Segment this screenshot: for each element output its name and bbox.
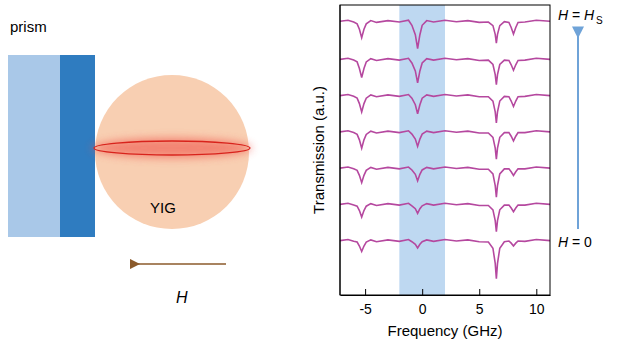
x-axis-line xyxy=(341,295,551,296)
optical-mode-glow xyxy=(92,138,252,158)
x-tick: -5 xyxy=(359,289,372,317)
x-tick-label: 5 xyxy=(476,301,484,317)
transmission-trace xyxy=(340,167,550,197)
x-tick-label: 10 xyxy=(529,301,545,317)
transmission-trace xyxy=(340,240,550,279)
field-annotation: H = 0 xyxy=(558,234,592,250)
shaded-band xyxy=(399,5,445,295)
x-axis: -5 0 5 10 xyxy=(341,289,551,317)
x-axis-title: Frequency (GHz) xyxy=(387,322,502,339)
prism-label: prism xyxy=(10,18,47,35)
x-tick: 10 xyxy=(529,289,545,317)
y-axis-line xyxy=(340,5,341,295)
prism-light xyxy=(8,55,61,237)
optical-mode xyxy=(94,141,250,155)
annotations: H = HS H = 0 xyxy=(558,7,603,250)
plot-area xyxy=(340,5,550,295)
field-arrow xyxy=(138,263,226,265)
x-tick: 0 xyxy=(419,289,427,317)
x-tick-mark xyxy=(479,289,480,295)
x-tick-mark xyxy=(536,289,537,295)
x-tick-label: 0 xyxy=(419,301,427,317)
figure: prism YIG H -5 0 5 10 Frequency (GHz) Transmissi… xyxy=(0,0,623,347)
diagram: prism YIG H xyxy=(8,18,252,306)
y-axis-title: Transmission (a.u.) xyxy=(310,86,327,214)
transmission-trace xyxy=(340,20,550,48)
field-annotation-subscript: S xyxy=(596,15,603,26)
field-annotation: H = H xyxy=(558,7,595,23)
transmission-trace xyxy=(340,131,550,159)
transmission-trace xyxy=(340,203,550,231)
transmission-trace xyxy=(340,95,550,123)
transmission-trace xyxy=(340,58,550,84)
x-tick-label: -5 xyxy=(359,301,372,317)
plot-frame xyxy=(340,5,550,295)
prism-dark xyxy=(60,55,95,237)
x-tick-mark xyxy=(365,289,366,295)
x-tick: 5 xyxy=(476,289,484,317)
field-sweep-arrow xyxy=(577,36,579,229)
field-label: H xyxy=(176,289,188,306)
x-tick-mark xyxy=(422,289,423,295)
yig-label: YIG xyxy=(150,199,176,216)
